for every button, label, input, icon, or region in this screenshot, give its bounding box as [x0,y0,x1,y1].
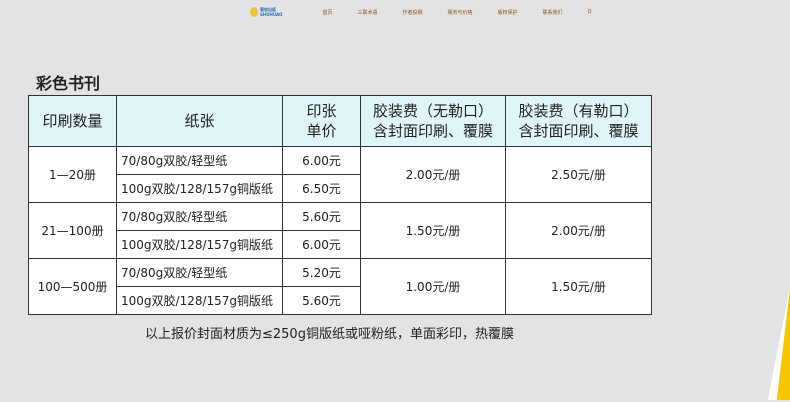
paper-cell: 100g双胶/128/157g铜版纸 [116,174,283,203]
price-table: 印刷数量 纸张 印张 单价 胶装费（无勒口） 含封面印刷、覆膜 胶装费（有勒口）… [28,95,652,315]
table-row: 100g双胶/128/157g铜版纸 6.50元 [29,174,652,203]
footnote: 以上报价封面材质为≤250g铜版纸或哑粉纸，单面彩印，热覆膜 [145,327,514,342]
fee-no-flap-cell: 2.00元/册 [360,146,506,203]
nav-contact[interactable]: 联系我们 [542,9,563,16]
top-nav: 蜀和出版 SHUHUAO 首页 三联术语 作者投稿 服务与价格 版权保护 联系我们… [250,0,616,24]
table-row: 100g双胶/128/157g铜版纸 6.00元 [29,230,652,259]
paper-cell: 70/80g双胶/轻型纸 [116,202,283,231]
table-row: 100—500册 70/80g双胶/轻型纸 5.20元 1.00元/册 1.50元/册 [28,258,652,315]
search-icon[interactable]: Q [587,9,592,15]
unit-price-cell: 6.50元 [282,174,361,203]
fee-flap-cell: 2.00元/册 [505,202,652,259]
paper-cell: 100g双胶/128/157g铜版纸 [116,230,283,259]
unit-price-cell: 5.60元 [282,202,361,231]
logo-text: 蜀和出版 [260,7,276,12]
header-fee-no-flap: 胶装费（无勒口） 含封面印刷、覆膜 [360,95,506,147]
unit-price-cell: 5.20元 [282,258,361,287]
table-header-row: 印刷数量 纸张 印张 单价 胶装费（无勒口） 含封面印刷、覆膜 胶装费（有勒口）… [28,95,652,147]
nav-terms[interactable]: 三联术语 [357,9,378,16]
header-fee-flap: 胶装费（有勒口） 含封面印刷、覆膜 [505,95,652,147]
unit-price-cell: 6.00元 [282,230,361,259]
quantity-cell: 21—100册 [28,202,117,259]
nav-submit[interactable]: 作者投稿 [402,9,423,16]
paper-cell: 70/80g双胶/轻型纸 [116,146,283,175]
unit-price-cell: 5.60元 [282,286,361,315]
color-swatch [767,286,790,400]
logo-subtext: SHUHUAO [260,12,283,17]
paper-cell: 70/80g双胶/轻型纸 [116,258,283,287]
fee-no-flap-cell: 1.00元/册 [360,258,506,315]
fee-flap-cell: 1.50元/册 [505,258,652,315]
table-row: 21—100册 70/80g双胶/轻型纸 5.60元 1.50元/册 2.00元/册 [28,202,652,259]
quantity-cell: 1—20册 [28,146,117,203]
quantity-cell: 100—500册 [28,258,117,315]
table-row: 100g双胶/128/157g铜版纸 5.60元 [29,286,652,315]
header-quantity: 印刷数量 [28,95,117,147]
paper-cell: 100g双胶/128/157g铜版纸 [116,286,283,315]
nav-home[interactable]: 首页 [322,9,333,16]
section-title: 彩色书刊 [36,74,101,93]
header-paper: 纸张 [116,95,283,147]
fee-flap-cell: 2.50元/册 [505,146,652,203]
logo-icon [250,7,258,17]
fee-no-flap-cell: 1.50元/册 [360,202,506,259]
nav-copyright[interactable]: 版权保护 [497,9,518,16]
nav-pricing[interactable]: 服务与价格 [447,9,473,16]
header-unit-price: 印张 单价 [282,95,361,147]
logo[interactable]: 蜀和出版 SHUHUAO [250,7,282,17]
unit-price-cell: 6.00元 [282,146,361,175]
table-row: 1—20册 70/80g双胶/轻型纸 6.00元 2.00元/册 2.50元/册 [28,146,652,203]
